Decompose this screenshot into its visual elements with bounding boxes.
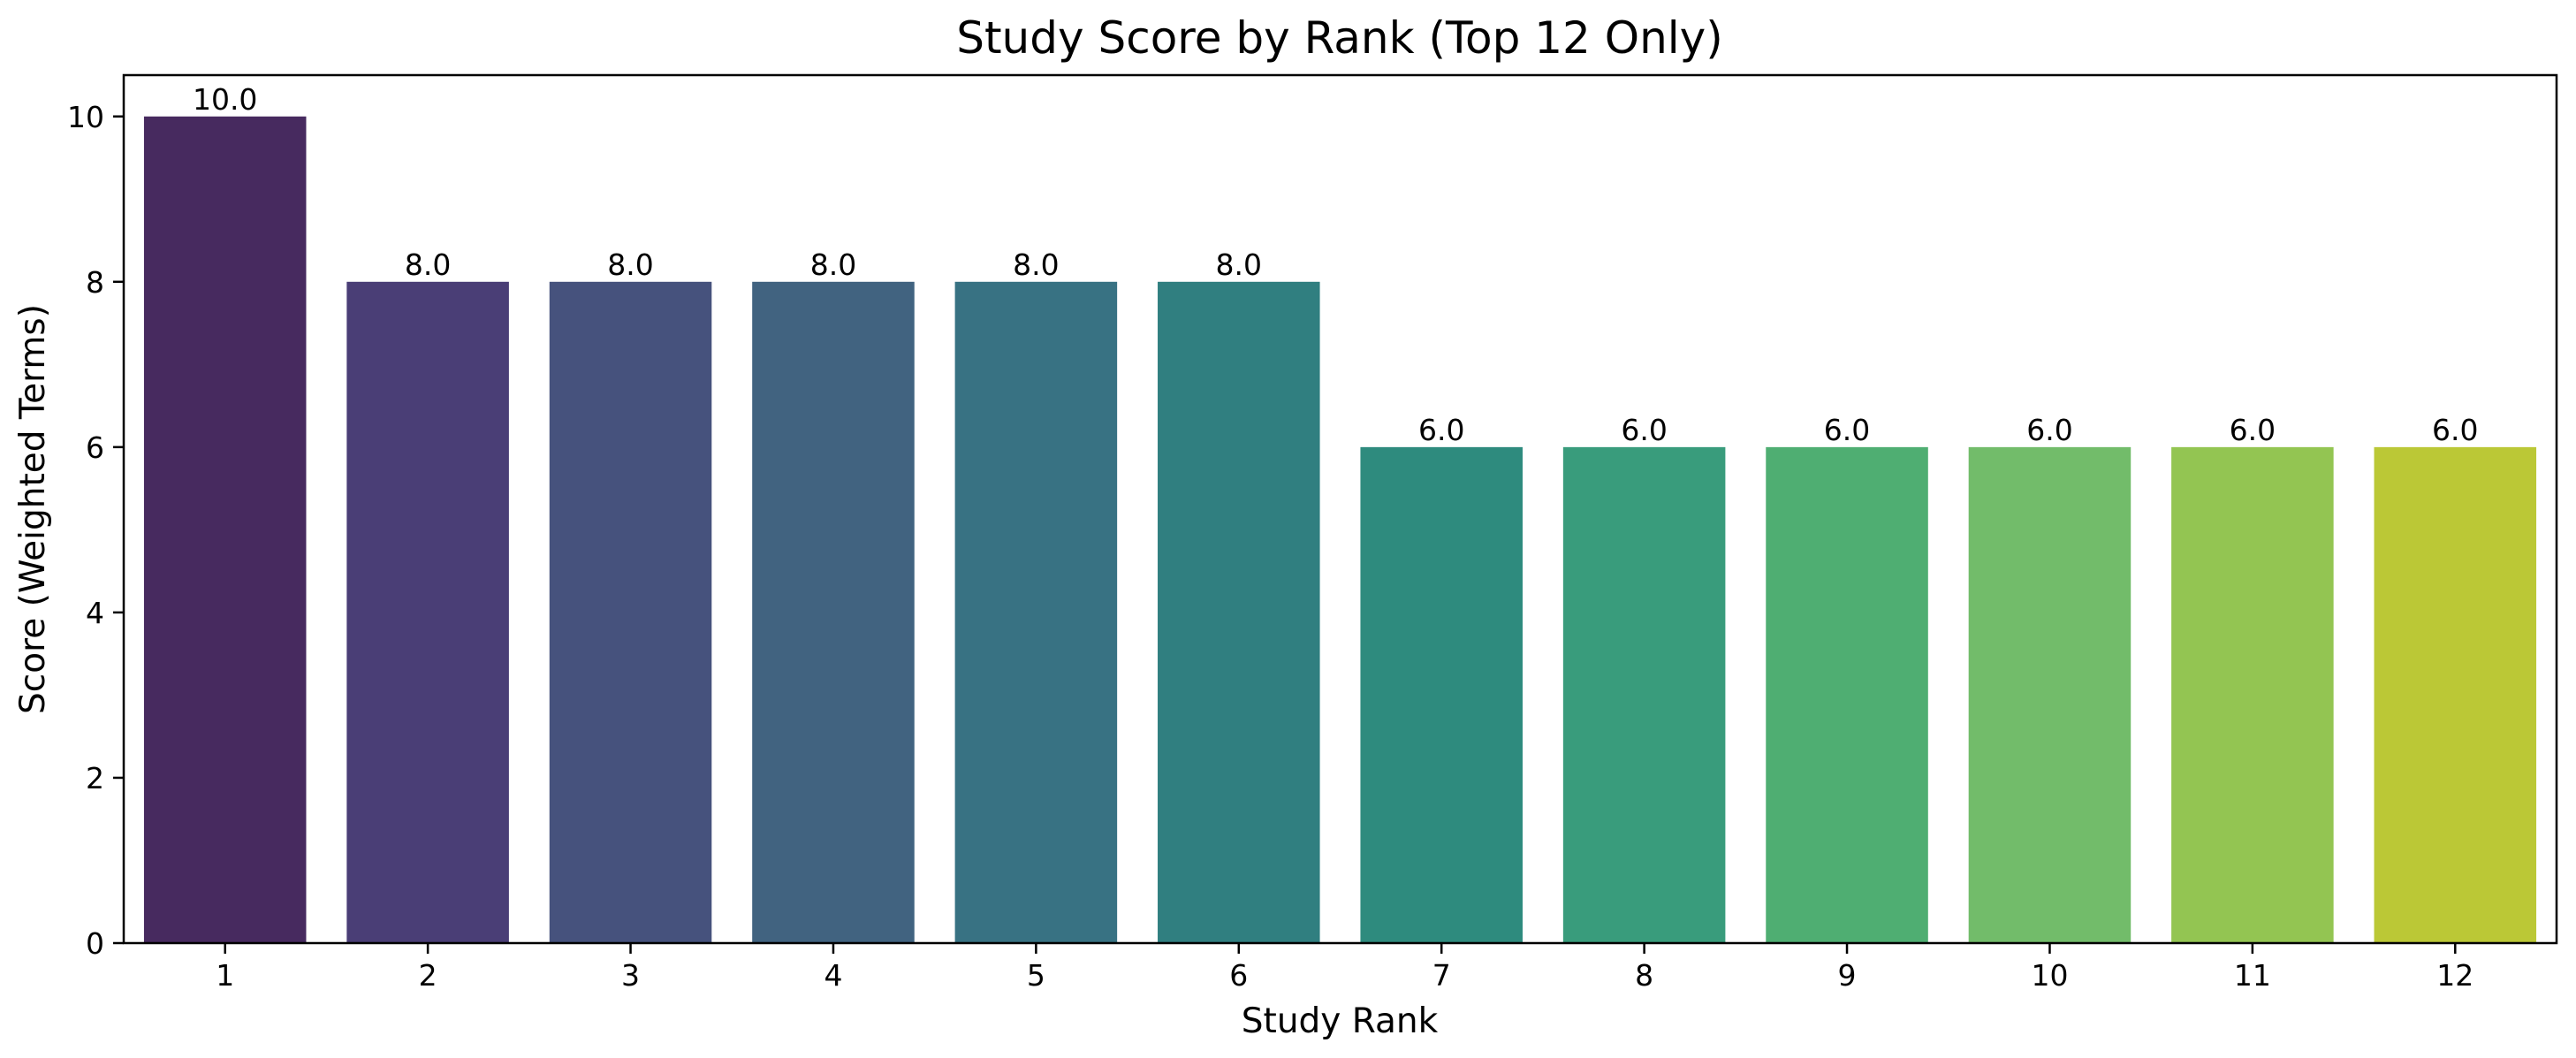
x-tick-label: 5 [1027, 958, 1045, 993]
x-tick-label: 7 [1432, 958, 1451, 993]
y-tick-label: 10 [67, 100, 104, 134]
y-axis-label: Score (Weighted Terms) [13, 304, 53, 714]
x-tick-label: 8 [1635, 958, 1653, 993]
bar-rank-4 [752, 281, 915, 943]
x-tick-label: 10 [2031, 958, 2068, 993]
bar-rank-7 [1360, 446, 1523, 943]
bars-layer [143, 116, 2537, 943]
x-tick-label: 2 [419, 958, 437, 993]
x-axis: 1 2 3 4 5 6 7 8 9 10 11 12 [216, 943, 2473, 993]
data-label-rank-10: 6.0 [2026, 413, 2072, 447]
data-label-rank-7: 6.0 [1418, 413, 1464, 447]
x-tick-label: 6 [1229, 958, 1248, 993]
data-label-rank-11: 6.0 [2230, 413, 2276, 447]
x-tick-label: 3 [621, 958, 640, 993]
data-labels-layer: 10.0 8.0 8.0 8.0 8.0 8.0 6.0 6.0 6.0 6.0 6.0 6.0 [193, 82, 2479, 447]
data-label-rank-8: 6.0 [1621, 413, 1667, 447]
bar-rank-12 [2374, 446, 2537, 943]
bar-rank-10 [1968, 446, 2131, 943]
x-tick-label: 9 [1838, 958, 1857, 993]
bar-rank-11 [2171, 446, 2334, 943]
data-label-rank-4: 8.0 [810, 247, 856, 282]
x-tick-label: 11 [2234, 958, 2271, 993]
data-label-rank-12: 6.0 [2432, 413, 2478, 447]
data-label-rank-6: 8.0 [1216, 247, 1262, 282]
x-tick-label: 1 [216, 958, 234, 993]
chart-title: Study Score by Rank (Top 12 Only) [956, 12, 1723, 64]
y-tick-label: 0 [86, 926, 104, 961]
bar-rank-5 [954, 281, 1118, 943]
bar-rank-2 [346, 281, 509, 943]
bar-rank-1 [143, 116, 307, 943]
x-tick-label: 4 [824, 958, 842, 993]
x-axis-label: Study Rank [1242, 1001, 1439, 1041]
bar-rank-9 [1766, 446, 1928, 943]
plot-frame [122, 73, 2558, 945]
data-label-rank-2: 8.0 [405, 247, 451, 282]
bar-rank-6 [1158, 281, 1320, 943]
data-label-rank-3: 8.0 [607, 247, 653, 282]
x-tick-label: 12 [2436, 958, 2473, 993]
y-tick-label: 6 [86, 430, 104, 465]
y-tick-label: 2 [86, 761, 104, 795]
y-tick-label: 8 [86, 265, 104, 300]
data-label-rank-5: 8.0 [1013, 247, 1059, 282]
bar-rank-3 [549, 281, 712, 943]
data-label-rank-9: 6.0 [1824, 413, 1870, 447]
data-label-rank-1: 10.0 [193, 82, 257, 117]
bar-rank-8 [1562, 446, 1726, 943]
y-axis: 0 2 4 6 8 10 [67, 100, 124, 961]
y-tick-label: 4 [86, 596, 104, 630]
